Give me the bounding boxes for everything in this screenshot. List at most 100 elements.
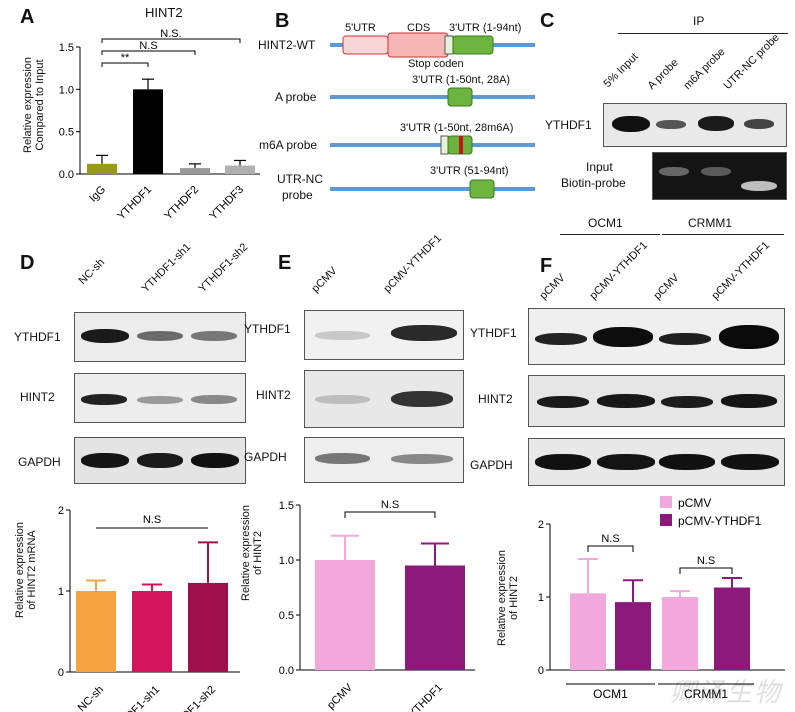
chart-d-x-label-1: YTHDF1-sh1 [108,684,162,712]
panel-label-b: B [275,10,290,32]
chart-a-y-tick-label: 1.0 [59,84,74,96]
cds-box [387,32,449,58]
chart-a-sig-bracket-0 [101,62,149,67]
chart-f-bar-1-0 [662,597,698,670]
lane-f-3: pCMV [651,271,682,302]
chart-d: 0 1 2 NC-sh YTHDF1-sh1 YTHDF1-sh2 N.S [58,505,240,712]
lane-c-3: m6A probe [681,45,728,92]
chart-f-legend-swatch-0 [660,496,672,508]
chart-f-legend-label-1: pCMV-YTHDF1 [678,514,762,528]
chart-e-y-tick-label: 1.5 [279,500,294,512]
blot-c-ythdf1-label: YTHDF1 [545,118,592,132]
a-probe-box [447,87,473,107]
chart-d-sig-label: N.S [143,514,161,526]
lane-c-1: 5% Input [601,50,641,90]
m6a-site [459,136,463,154]
chart-a: 0.0 0.5 1.0 1.5 IgG YTHDF1 YTHDF2 YTHDF3 ** N.SN.… [59,28,260,220]
panel-label-d: D [20,252,35,274]
blot-e-gapdh-label: GAPDH [244,450,287,464]
chart-e-x-label-0: pCMV [325,681,356,712]
utr-nc-box [469,179,495,199]
chart-f-bar-0-1 [615,602,651,670]
chart-f-y-tick-label: 0 [538,665,544,677]
chart-a-sig-label-2: N.S. [160,28,181,40]
chart-f-bar-1-1 [714,587,750,670]
blot-d-hint2-label: HINT2 [20,390,55,404]
blot-d-hint2 [74,373,246,423]
blot-e-ythdf1-label: YTHDF1 [244,322,291,336]
panel-label-a: A [20,6,35,28]
blot-f-gapdh [528,438,785,486]
chart-f-sig-bracket-0 [587,545,634,552]
chart-a-y-tick-label: 0.0 [59,169,74,181]
chart-e: 0.0 0.5 1.0 1.5 pCMV pCMV-YTHDF1 N.S [279,499,475,712]
chart-a-bar-0 [87,163,117,174]
utr3-box [452,35,494,55]
row-utr-nc-line1: UTR-NC [277,172,323,186]
lane-f-2: pCMV-YTHDF1 [587,239,651,302]
chart-f-y-tick-label: 2 [538,519,544,531]
ip-label: IP [693,14,705,28]
chart-a-y-tick-label: 0.5 [59,127,74,139]
blot-d-gapdh [74,437,246,484]
chart-f-legend-swatch-1 [660,514,672,526]
chart-e-y-tick-label: 1.0 [279,555,294,567]
utr5-box [342,35,389,55]
lane-d-3: YTHDF1-sh2 [196,241,251,295]
blot-e-hint2-label: HINT2 [256,388,291,402]
blot-e-hint2 [304,370,464,428]
group-crmm1: CRMM1 [688,216,732,230]
blot-e-ythdf1 [304,310,464,360]
lane-f-4: pCMV-YTHDF1 [709,239,773,302]
chart-f: 0 1 2 OCM1 N.S CRMM1 N.S pCMV pCMV-YTHDF1 [538,496,785,701]
chart-a-x-label-3: YTHDF3 [207,184,246,220]
lane-d-1: NC-sh [76,256,108,287]
row-hint2-wt: HINT2-WT [258,38,316,52]
chart-d-y-tick-label: 1 [58,586,64,598]
chart-a-bar-1 [133,89,163,174]
chart-e-sig-bracket [344,511,436,518]
chart-e-y-tick-label: 0.0 [279,665,294,677]
chart-a-x-label-1: YTHDF1 [115,184,154,220]
chart-a-y-tick-label: 1.5 [59,42,74,54]
chart-a-x-label-0: IgG [87,184,108,205]
row-utr-nc-line2: probe [282,188,313,202]
blot-f-ythdf1-label: YTHDF1 [470,326,517,340]
chart-f-x-label-0: OCM1 [593,687,628,701]
chart-d-y-tick-label: 2 [58,505,64,517]
row-m6a-probe: m6A probe [259,138,318,152]
chart-e-x-label-1: pCMV-YTHDF1 [383,682,446,712]
chart-a-bar-2 [180,168,210,174]
blot-f-ythdf1 [528,308,785,365]
lane-d-2: YTHDF1-sh1 [139,241,194,295]
chart-f-x-label-1: CRMM1 [684,687,728,701]
blot-c-input-gel [652,152,787,200]
lane-c-4: UTR-NC probe [721,31,782,92]
watermark: 卿泽生物 [670,677,783,707]
blot-c-ythdf1 [603,103,787,147]
chart-d-bar-0 [76,591,116,672]
chart-d-y-tick-label: 0 [58,667,64,679]
chart-e-bar-1 [405,565,465,670]
panel-label-f: F [540,255,553,277]
blot-f-gapdh-label: GAPDH [470,458,513,472]
blot-d-ythdf1 [74,312,246,362]
blot-f-hint2-label: HINT2 [478,392,513,406]
chart-f-sig-bracket-1 [679,567,733,574]
blot-d-ythdf1-label: YTHDF1 [14,330,61,344]
group-ocm1: OCM1 [588,216,623,230]
panel-label-e: E [278,252,292,274]
row-a-probe: A probe [275,90,317,104]
chart-e-bar-0 [315,560,375,670]
chart-f-sig-label-0: N.S [601,533,619,545]
chart-f-bar-0-0 [570,593,606,670]
chart-e-sig-label: N.S [381,499,399,511]
chart-a-sig-label-1: N.S [139,40,157,52]
blot-c-input-label1: Input [586,160,613,174]
lane-c-2: A probe [645,56,681,92]
probe-diagram [330,32,535,199]
chart-d-bar-1 [132,591,172,672]
ip-bracket [618,33,788,34]
chart-d-x-label-2: YTHDF1-sh2 [164,684,218,712]
chart-a-bar-3 [225,165,255,174]
